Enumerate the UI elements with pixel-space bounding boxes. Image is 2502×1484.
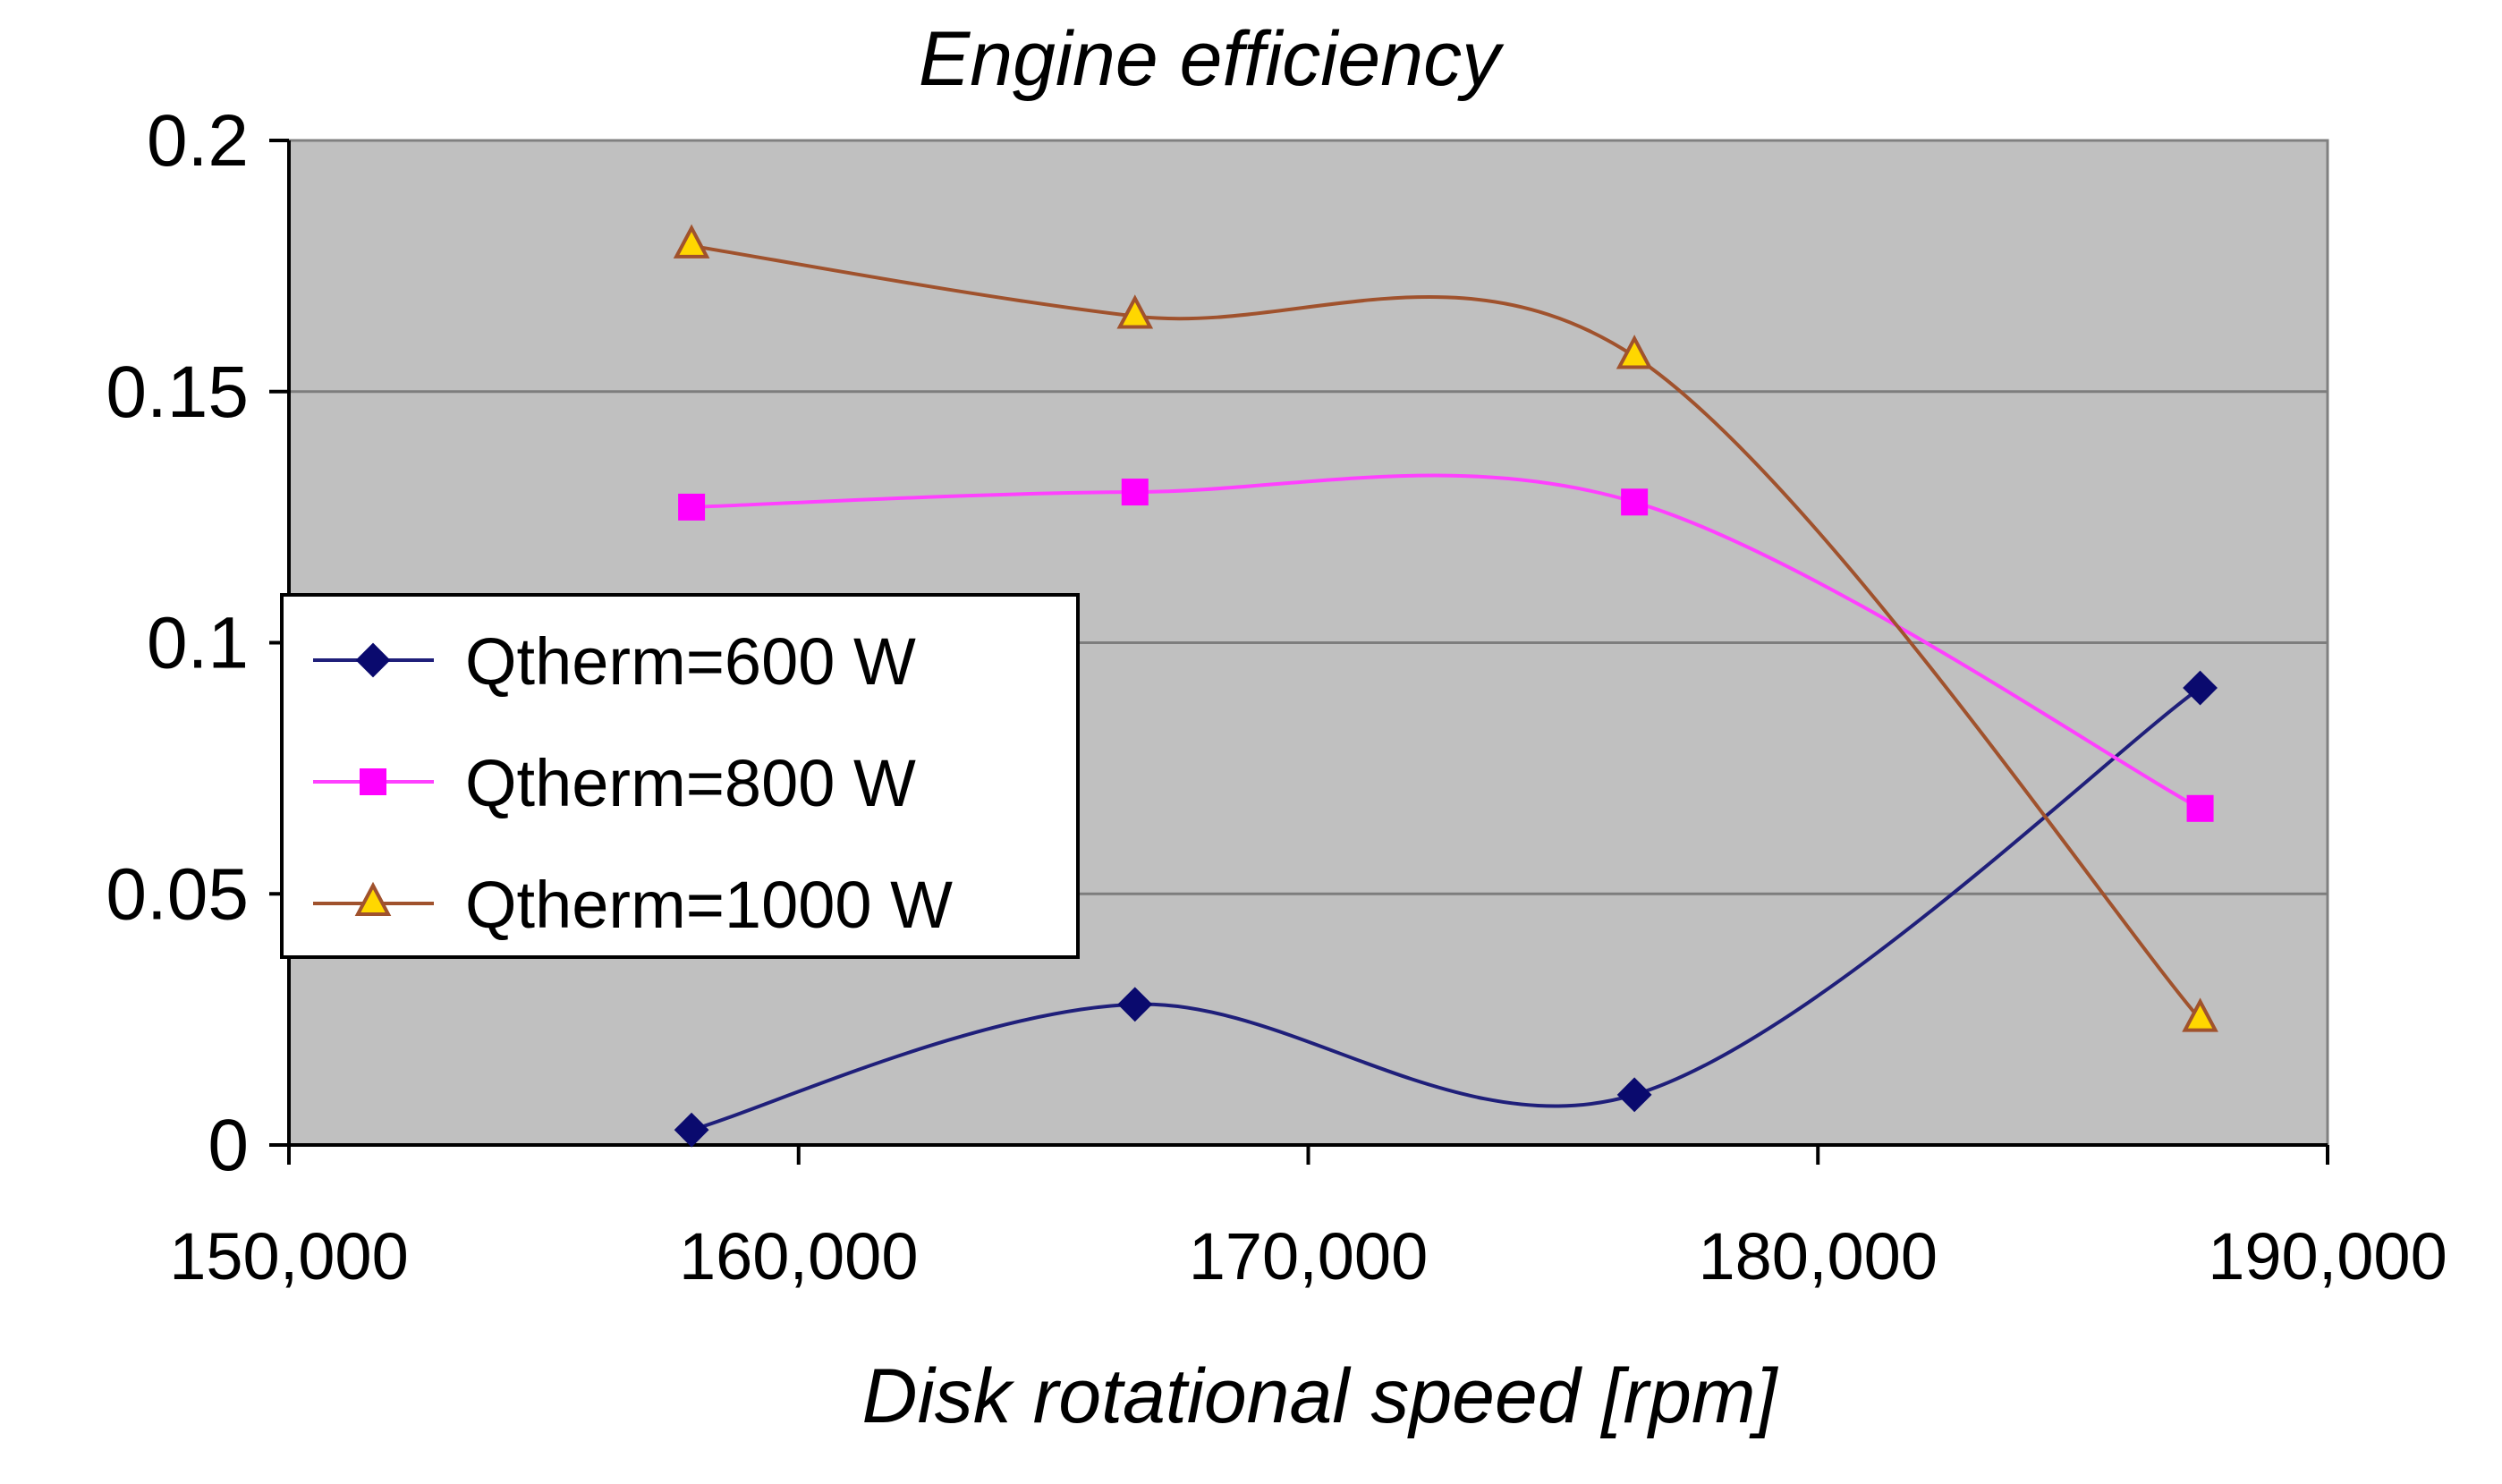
y-tick-label: 0 [208,1105,249,1186]
data-point [1121,479,1149,506]
legend-marker [354,881,392,916]
series-line [691,686,2201,1132]
series-line [691,243,2202,1021]
y-tick-label: 0.1 [147,603,249,684]
legend-item: Qtherm=1000 W [313,868,953,942]
data-point [1621,488,1649,516]
x-axis-label: Disk rotational speed [rpm] [862,1353,1779,1439]
legend-marker [355,642,391,678]
series-layer [673,224,2218,1148]
y-tick-label: 0.05 [106,853,249,935]
data-point [2183,670,2218,706]
legend-item: Qtherm=600 W [313,624,916,699]
legend: Qtherm=600 W Qtherm=800 W Qtherm=1000 W [280,593,1080,959]
data-point [673,224,710,259]
x-tick-label: 160,000 [679,1219,919,1293]
legend-label: Qtherm=1000 W [465,868,953,942]
x-axis-ticks: 150,000 160,000 170,000 180,000 190,000 [169,1145,2447,1293]
x-tick-label: 150,000 [169,1219,409,1293]
legend-box [280,593,1080,959]
series-line [691,473,2201,810]
x-tick-label: 180,000 [1699,1219,1938,1293]
data-point [1616,1077,1652,1113]
legend-label: Qtherm=800 W [465,746,916,820]
series-2 [678,473,2214,822]
x-tick-label: 170,000 [1189,1219,1429,1293]
x-tick-label: 190,000 [2208,1219,2447,1293]
series-3 [673,224,2218,1032]
data-point [2186,794,2214,822]
data-point [1117,987,1153,1022]
data-point [678,493,706,521]
legend-label: Qtherm=600 W [465,624,916,699]
series-1 [674,670,2218,1148]
y-tick-label: 0.2 [147,100,249,182]
legend-marker [360,768,386,795]
data-point [1116,294,1154,329]
data-point [674,1112,709,1148]
data-point [1616,335,1653,369]
y-axis-ticks: 0 0.05 0.1 0.15 0.2 [106,100,289,1186]
y-tick-label: 0.15 [106,352,249,433]
data-point [2182,997,2218,1032]
chart-title: Engine efficiency [919,16,1505,102]
legend-item: Qtherm=800 W [313,746,916,820]
